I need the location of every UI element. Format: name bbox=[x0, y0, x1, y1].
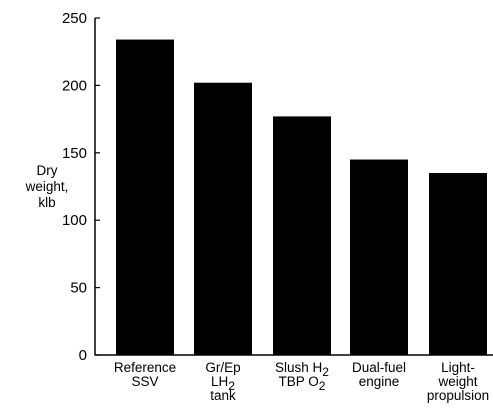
x-category-label: LH2 bbox=[211, 374, 235, 393]
label-text: tank bbox=[210, 388, 236, 403]
x-category-label: Reference bbox=[114, 360, 176, 375]
label-text: SSV bbox=[131, 374, 158, 389]
x-category-label: Gr/Ep bbox=[205, 360, 240, 375]
y-ticks: 0 50 100 150 200 250 bbox=[62, 10, 100, 364]
label-text: Dual-fuel bbox=[352, 360, 406, 375]
x-category-label: tank bbox=[210, 388, 236, 403]
y-axis-label-line: klb bbox=[38, 195, 55, 210]
label-text: LH bbox=[211, 374, 228, 389]
bars bbox=[116, 39, 487, 356]
y-tick-label: 100 bbox=[62, 212, 87, 229]
subscript: 2 bbox=[322, 365, 329, 379]
subscript: 2 bbox=[319, 379, 326, 393]
bar-reference-ssv bbox=[116, 39, 174, 356]
x-category-label: Dual-fuel bbox=[352, 360, 406, 375]
label-text: TBP O bbox=[279, 374, 319, 389]
y-tick-label: 250 bbox=[62, 10, 87, 27]
label-text: Gr/Ep bbox=[205, 360, 240, 375]
label-text: Light- bbox=[441, 360, 475, 375]
y-axis-label-line: weight, bbox=[25, 179, 69, 194]
y-tick-label: 200 bbox=[62, 77, 87, 94]
label-text: propulsion bbox=[427, 388, 489, 403]
label-text: Slush H bbox=[275, 360, 322, 375]
x-category-label: SSV bbox=[131, 374, 158, 389]
label-text: Reference bbox=[114, 360, 176, 375]
bar-slush-h2-tbp-o2 bbox=[273, 116, 331, 356]
x-category-label: TBP O2 bbox=[279, 374, 326, 393]
x-category-label: Slush H2 bbox=[275, 360, 329, 379]
bar-dual-fuel-engine bbox=[350, 159, 408, 355]
y-tick-label: 0 bbox=[79, 347, 87, 364]
subscript: 2 bbox=[228, 379, 235, 393]
bar-light-weight-propulsion bbox=[429, 173, 487, 355]
x-category-label: weight bbox=[437, 374, 477, 389]
x-category-label: engine bbox=[359, 374, 400, 389]
x-category-label: Light- bbox=[441, 360, 475, 375]
bar-gr-ep-lh2-tank bbox=[194, 82, 252, 355]
label-text: weight bbox=[437, 374, 477, 389]
label-text: engine bbox=[359, 374, 400, 389]
y-axis-label-line: Dry bbox=[37, 163, 58, 178]
x-category-label: propulsion bbox=[427, 388, 489, 403]
y-tick-label: 50 bbox=[70, 280, 87, 297]
y-tick-label: 150 bbox=[62, 145, 87, 162]
